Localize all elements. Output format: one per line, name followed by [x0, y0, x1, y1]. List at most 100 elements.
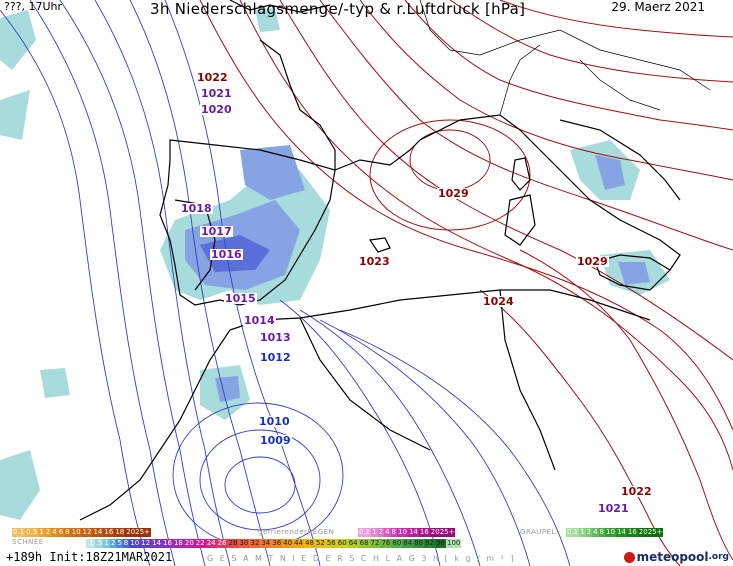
precip-area-atlantic-sw	[0, 450, 40, 520]
isobar-label: 1029	[437, 187, 470, 200]
isobar-line	[199, 0, 733, 431]
legend-cell: 5	[116, 539, 123, 548]
legend-cell: 8	[390, 528, 398, 537]
legend-cell: 2025+	[125, 528, 151, 537]
legend-cell: 40	[282, 539, 294, 548]
logo-ball-icon	[623, 551, 635, 563]
isobar-label: 1012	[259, 351, 292, 364]
isobar-line	[164, 0, 321, 566]
precip-area-atlantic-w	[40, 368, 70, 398]
legend-cell: 2025+	[637, 528, 664, 537]
isobar-label: 1024	[482, 295, 515, 308]
coast-uk-south	[229, 0, 331, 13]
legend-cell: 2	[377, 528, 385, 537]
isobar-line	[499, 0, 733, 38]
legend-cell: 36	[271, 539, 283, 548]
legend-cell: 1	[579, 528, 586, 537]
isobar-line	[129, 0, 271, 566]
legend-cell: 18	[114, 528, 126, 537]
legend-freezing-scale: 0.1 1 2 4 8 10 14 16 2025+	[358, 528, 456, 537]
legend-snow-scale: 0.1 0.5 1 2 4 6 8 10 12 14 16 18 2025+	[12, 528, 151, 537]
legend-total-scale: .1.5 1 2 5 8 10 12 14 16 18 20 22 24 26 28 30 32 34 36 40 44…	[86, 539, 462, 548]
precip-area-atlantic-nw-2	[0, 90, 30, 140]
isobar-label: 1009	[259, 434, 292, 447]
border-europe	[579, 59, 661, 111]
legend-cell: 28	[227, 539, 239, 548]
legend-cell: 10	[70, 528, 82, 537]
legend-cell: 22	[194, 539, 206, 548]
isobars-low	[0, 0, 571, 566]
isobar-line	[279, 0, 733, 361]
precip-area-biscay	[255, 8, 280, 32]
legend-cell: .5	[94, 539, 104, 548]
legend-cell: 16	[418, 528, 430, 537]
coast-france-west	[259, 39, 336, 170]
legend-cell: 26	[216, 539, 228, 548]
isobar-label: 1016	[210, 248, 243, 261]
legend-cell: 10	[605, 528, 616, 537]
legend-cell: 24	[205, 539, 217, 548]
legend-cell: 96	[435, 539, 446, 548]
coast-sicily	[594, 254, 671, 291]
isobar-low-center	[199, 429, 321, 531]
coast-italy-heel	[559, 119, 681, 201]
isobar-label: 1014	[243, 314, 276, 327]
coast-corsica	[511, 157, 531, 191]
isobar-label: 1017	[200, 225, 233, 238]
isobar-line	[479, 289, 681, 566]
legend-cell: 52	[314, 539, 326, 548]
legend-cell: 6	[57, 528, 65, 537]
logo-tld: .org	[708, 552, 729, 562]
isobar-line	[359, 0, 733, 181]
meteopool-logo[interactable]: meteopool .org	[623, 550, 729, 564]
logo-text: meteopool	[636, 550, 709, 564]
coast-italy	[419, 114, 681, 271]
isobar-label: 1022	[620, 485, 653, 498]
legend-cell: 30	[238, 539, 250, 548]
legend-cell: 44	[293, 539, 304, 548]
legend-cell: 68	[358, 539, 370, 548]
isobar-line	[59, 0, 206, 566]
isobar-line	[404, 0, 733, 131]
coast-sardinia	[504, 194, 536, 246]
legend-cell: 0.1	[358, 528, 372, 537]
precip-area-north-iberia	[240, 145, 305, 200]
legend-cell: 48	[304, 539, 315, 548]
isobar-line	[279, 299, 441, 566]
isobar-line	[339, 329, 571, 566]
legend-cell: 64	[347, 539, 359, 548]
legend-cell: 14	[615, 528, 627, 537]
legend-cell: 60	[336, 539, 348, 548]
legend-total-title: G E S A M T N I E D E R S C H L A G 3 h …	[207, 554, 516, 563]
legend-cell: 16	[626, 528, 638, 537]
legend-snow-title: SCHNEE	[12, 538, 44, 546]
run-info: +189h Init:18Z21MAR2021	[6, 550, 173, 564]
legend-cell: 84	[402, 539, 414, 548]
precipitation-layer	[0, 8, 670, 520]
isobar-line	[29, 0, 176, 566]
legend-graupel-title: GRAUPEL	[520, 528, 556, 536]
legend-cell: .1	[86, 539, 95, 548]
legend-cell: 2	[585, 528, 593, 537]
legend-cell: 34	[260, 539, 272, 548]
header-time: ???, 17Uhr	[4, 0, 63, 13]
legend-cell: 1	[38, 528, 45, 537]
border-europe	[419, 0, 711, 91]
isobar-line	[239, 0, 733, 471]
legend-cell: 0.5	[25, 528, 39, 537]
legend-cell: 10	[397, 528, 408, 537]
legend-cell: 1	[371, 528, 378, 537]
legend-cell: 8	[64, 528, 71, 537]
legend-cell: 100	[445, 539, 462, 548]
legend-cell: 32	[249, 539, 261, 548]
isobar-line	[0, 9, 151, 566]
legend-cell: 4	[51, 528, 58, 537]
isobar-label: 1020	[200, 103, 233, 116]
border-africa-2	[499, 289, 556, 471]
isobar-label: 1023	[358, 255, 391, 268]
legend-graupel-scale: 0.1 1 2 4 8 10 14 16 2025+	[566, 528, 664, 537]
isobars-high	[199, 0, 733, 566]
legend-cell: 2025+	[429, 528, 456, 537]
precip-area-atlantic-nw	[0, 10, 36, 70]
border-europe	[499, 44, 541, 116]
